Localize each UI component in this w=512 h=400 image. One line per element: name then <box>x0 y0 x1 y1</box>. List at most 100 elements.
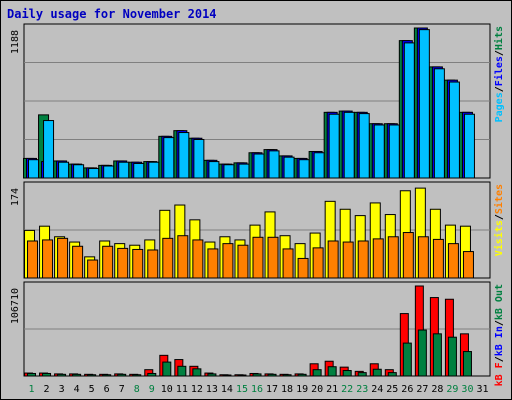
legend-item-pages-files-hits-1: / <box>494 86 505 92</box>
bar-sites-26 <box>402 232 414 279</box>
bar-sites-7 <box>117 247 129 279</box>
bar-pages-21 <box>328 113 340 179</box>
bar-kb-out-11 <box>177 365 187 377</box>
x-tick-label-26: 26 <box>401 384 413 395</box>
x-tick-label-3: 3 <box>59 384 65 395</box>
x-tick-label-31: 31 <box>476 384 488 395</box>
x-tick-label-4: 4 <box>74 384 80 395</box>
legend-item-visits-sites-2: Sites <box>493 184 505 214</box>
legend-item-pages-files-hits-0: Pages <box>494 92 505 122</box>
bar-kb-out-5 <box>87 374 97 377</box>
bar-pages-7 <box>118 161 130 179</box>
bar-kb-out-25 <box>387 372 397 377</box>
bar-pages-25 <box>388 124 400 179</box>
bar-kb-out-15 <box>237 374 247 377</box>
bar-pages-19 <box>298 159 310 179</box>
bar-sites-12 <box>192 239 204 279</box>
bar-kb-out-7 <box>117 373 127 377</box>
bar-kb-out-6 <box>102 374 112 377</box>
x-tick-label-28: 28 <box>431 384 443 395</box>
bar-sites-19 <box>297 257 309 279</box>
bar-pages-30 <box>463 113 475 179</box>
legend-item-kbin-kbout-kbf-3: / <box>494 320 505 326</box>
bar-kb-out-30 <box>462 351 472 377</box>
legend-item-pages-files-hits-2: Files <box>493 56 505 86</box>
bar-kb-out-26 <box>402 342 412 377</box>
x-tick-label-5: 5 <box>89 384 95 395</box>
bar-pages-18 <box>283 156 295 179</box>
x-tick-label-27: 27 <box>416 384 428 395</box>
x-tick-label-12: 12 <box>191 384 203 395</box>
x-tick-label-13: 13 <box>206 384 218 395</box>
x-tick-label-23: 23 <box>356 384 368 395</box>
bar-kb-out-28 <box>432 333 442 377</box>
y-max-label-pages-files-hits: 1188 <box>10 30 21 54</box>
bar-pages-28 <box>433 68 445 179</box>
x-tick-label-24: 24 <box>371 384 383 395</box>
bar-sites-30 <box>462 251 474 279</box>
bar-kb-out-9 <box>147 372 157 377</box>
bar-pages-3 <box>58 161 70 179</box>
bar-pages-23 <box>358 113 370 179</box>
bar-sites-3 <box>57 237 69 279</box>
bar-sites-23 <box>357 240 369 279</box>
bar-sites-1 <box>27 240 39 279</box>
bar-sites-8 <box>132 248 144 279</box>
bar-kb-out-8 <box>132 374 142 377</box>
bar-pages-17 <box>268 150 280 179</box>
bar-kb-out-21 <box>327 366 337 377</box>
bar-sites-18 <box>282 248 294 279</box>
bar-kb-out-12 <box>192 368 202 377</box>
bar-kb-out-17 <box>267 373 277 377</box>
legend-item-pages-files-hits-4: Hits <box>493 26 505 50</box>
bar-pages-9 <box>148 161 160 179</box>
x-tick-label-9: 9 <box>149 384 155 395</box>
bar-pages-26 <box>403 42 415 179</box>
bar-pages-29 <box>448 81 460 179</box>
bar-sites-2 <box>42 239 54 279</box>
x-tick-label-7: 7 <box>119 384 125 395</box>
bar-pages-10 <box>163 137 175 179</box>
x-tick-label-15: 15 <box>236 384 248 395</box>
bar-sites-22 <box>342 241 354 279</box>
bar-pages-8 <box>133 162 145 179</box>
x-tick-label-22: 22 <box>341 384 353 395</box>
legend-pages-files-hits: Pages/Files/Hits <box>493 26 505 122</box>
legend-item-pages-files-hits-3: / <box>494 50 505 56</box>
y-max-label-visits-sites: 174 <box>10 188 21 206</box>
bar-sites-4 <box>72 245 84 279</box>
legend-item-kbin-kbout-kbf-0: kB F <box>494 362 505 386</box>
bar-sites-14 <box>222 243 234 279</box>
bar-sites-28 <box>432 238 444 279</box>
bar-kb-out-3 <box>57 373 67 377</box>
bar-kb-out-18 <box>282 374 292 377</box>
legend-item-kbin-kbout-kbf-1: / <box>494 356 505 362</box>
bar-sites-20 <box>312 247 324 279</box>
bar-pages-14 <box>223 164 235 179</box>
bar-pages-27 <box>418 29 430 179</box>
bar-sites-10 <box>162 237 174 279</box>
bar-kb-out-2 <box>42 372 52 377</box>
bar-pages-1 <box>28 159 40 179</box>
y-max-label-kbin-kbout-kbf: 106710 <box>10 288 21 324</box>
bar-sites-9 <box>147 249 159 279</box>
x-tick-label-14: 14 <box>221 384 233 395</box>
legend-visits-sites: Visits/Sites <box>493 184 505 256</box>
bar-kb-out-22 <box>342 370 352 377</box>
bar-pages-22 <box>343 111 355 179</box>
bar-sites-13 <box>207 248 219 279</box>
bar-kb-out-23 <box>357 372 367 377</box>
bar-pages-12 <box>193 138 205 179</box>
bar-kb-out-14 <box>222 374 232 377</box>
x-tick-label-2: 2 <box>44 384 50 395</box>
bar-pages-5 <box>88 168 100 179</box>
bar-kb-out-4 <box>72 373 82 377</box>
bar-pages-11 <box>178 132 190 179</box>
x-tick-label-29: 29 <box>446 384 458 395</box>
x-tick-label-25: 25 <box>386 384 398 395</box>
x-tick-label-18: 18 <box>281 384 293 395</box>
x-tick-label-21: 21 <box>326 384 338 395</box>
bar-sites-15 <box>237 244 249 279</box>
x-tick-label-17: 17 <box>266 384 278 395</box>
